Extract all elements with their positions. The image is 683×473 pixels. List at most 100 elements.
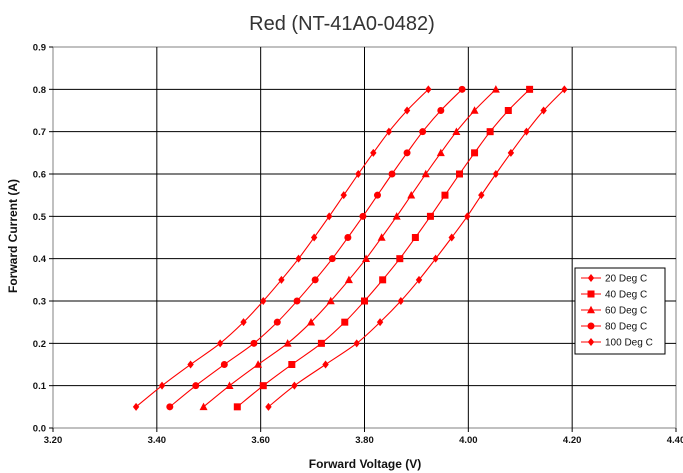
data-point [166, 403, 174, 411]
data-point [523, 127, 530, 136]
data-point [426, 212, 434, 220]
data-point [288, 361, 296, 368]
data-point [273, 318, 281, 326]
data-point [322, 360, 329, 369]
data-point [192, 382, 200, 390]
series-3 [199, 85, 500, 411]
series-line [236, 88, 530, 408]
legend-marker [587, 338, 595, 346]
legend-marker [587, 322, 595, 330]
x-axis-title: Forward Voltage (V) [309, 457, 421, 471]
data-point [385, 127, 393, 136]
legend-label: 60 Deg C [605, 306, 647, 317]
x-tick-label: 3.40 [148, 435, 167, 446]
data-point [361, 297, 368, 305]
data-point [425, 85, 432, 94]
data-point [311, 276, 319, 284]
data-point [250, 339, 258, 347]
data-point [340, 191, 347, 200]
data-point [295, 254, 302, 263]
y-axis-ticks: 0.0 0.1 0.2 0.3 0.4 0.5 0.6 0.7 0.8 0.9 [33, 43, 53, 435]
data-point [355, 170, 362, 178]
data-point [540, 106, 547, 115]
data-point [464, 212, 471, 221]
data-point [388, 170, 396, 178]
data-point [415, 275, 423, 284]
data-point [411, 234, 419, 241]
series-line [135, 88, 429, 408]
legend-item: 40 Deg C [581, 290, 647, 301]
y-tick-label: 0.9 [33, 43, 46, 54]
data-point [341, 318, 349, 326]
legend-item: 60 Deg C [581, 306, 647, 317]
legend-item: 100 Deg C [581, 338, 653, 349]
data-point [403, 106, 411, 115]
series-line [169, 88, 463, 408]
grid [53, 47, 676, 428]
data-point [403, 149, 411, 157]
data-point [419, 128, 427, 136]
data-point [260, 297, 267, 305]
x-tick-label: 4.20 [563, 435, 582, 446]
data-point [240, 318, 247, 327]
data-point [392, 212, 401, 220]
x-tick-label: 3.60 [251, 435, 270, 446]
data-point [216, 339, 224, 348]
series-line [203, 88, 497, 408]
data-point [370, 148, 377, 157]
data-point [441, 191, 449, 199]
data-point [379, 276, 387, 284]
legend-marker [587, 305, 595, 314]
data-point [376, 318, 384, 327]
legend-label: 40 Deg C [605, 290, 647, 301]
legend-item: 80 Deg C [581, 322, 647, 333]
data-point [526, 85, 534, 93]
series-4 [166, 85, 466, 411]
data-point [377, 233, 386, 241]
y-tick-label: 0.4 [33, 254, 47, 265]
data-point [344, 275, 353, 284]
legend-label: 80 Deg C [605, 322, 647, 333]
data-point [132, 402, 140, 411]
data-point [432, 254, 439, 263]
series-2 [233, 85, 534, 411]
data-point [478, 191, 485, 200]
data-point [233, 403, 241, 411]
data-point [470, 106, 479, 114]
data-point [436, 148, 445, 157]
data-point [225, 381, 234, 389]
x-tick-label: 3.80 [355, 435, 374, 446]
chart-title: Red (NT-41A0-0482) [249, 13, 435, 35]
legend-label: 20 Deg C [605, 274, 647, 285]
data-point [344, 234, 352, 241]
x-tick-label: 3.20 [44, 435, 63, 446]
data-point [265, 402, 272, 411]
legend-label: 100 Deg C [605, 338, 653, 349]
data-point [362, 254, 371, 262]
data-point [158, 381, 166, 390]
data-point [278, 275, 285, 284]
data-point [504, 107, 512, 114]
legend-marker [587, 274, 595, 282]
legend-marker [587, 290, 595, 298]
y-tick-label: 0.5 [33, 212, 47, 223]
data-point [293, 297, 301, 305]
series-5 [132, 85, 432, 411]
data-point [421, 169, 430, 178]
y-tick-label: 0.0 [33, 424, 46, 435]
series-layer [132, 85, 568, 411]
data-point [310, 233, 318, 242]
data-point [325, 212, 333, 221]
data-point [187, 360, 194, 369]
data-point [492, 170, 500, 178]
data-point [317, 339, 325, 347]
y-axis-title: Forward Current (A) [6, 179, 20, 293]
data-point [456, 170, 464, 178]
x-tick-label: 4.00 [459, 435, 478, 446]
series-1 [265, 85, 568, 411]
data-point [353, 339, 360, 348]
data-point [254, 360, 263, 368]
data-point [199, 402, 208, 411]
x-tick-label: 4.40 [667, 435, 683, 446]
y-tick-label: 0.2 [33, 339, 46, 350]
